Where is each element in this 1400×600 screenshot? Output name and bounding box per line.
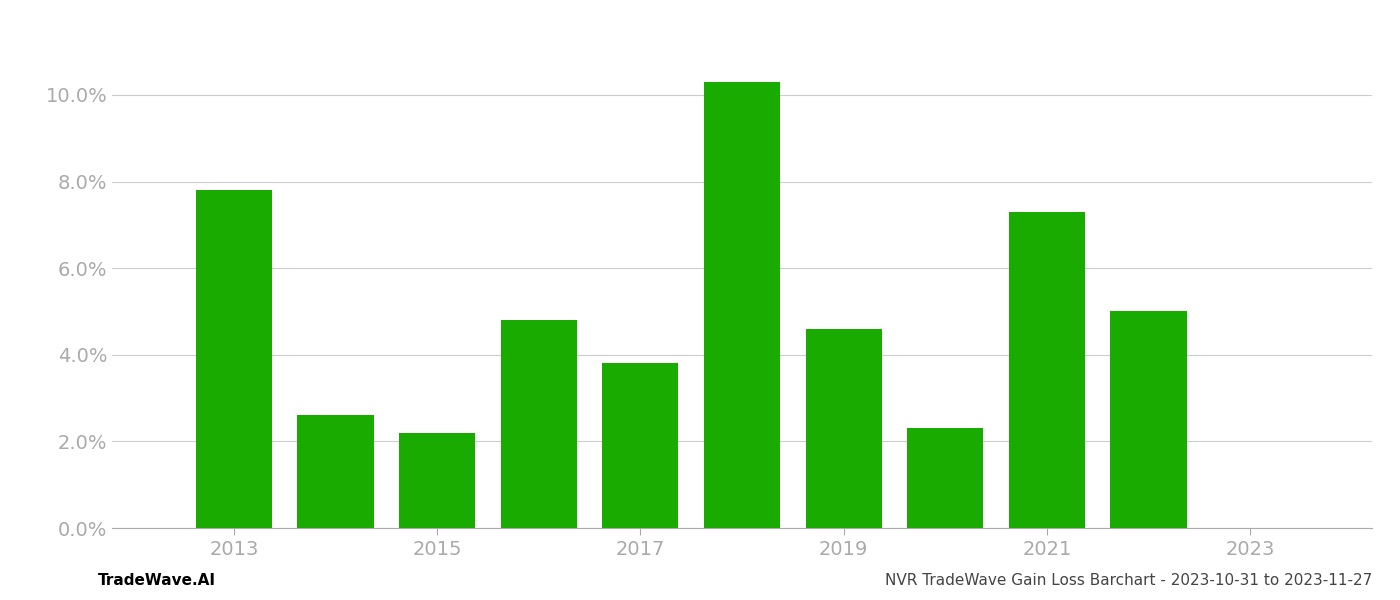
Text: TradeWave.AI: TradeWave.AI <box>98 573 216 588</box>
Text: NVR TradeWave Gain Loss Barchart - 2023-10-31 to 2023-11-27: NVR TradeWave Gain Loss Barchart - 2023-… <box>885 573 1372 588</box>
Bar <box>297 415 374 528</box>
Bar <box>1009 212 1085 528</box>
Bar <box>602 364 679 528</box>
Bar <box>704 82 780 528</box>
Bar <box>501 320 577 528</box>
Bar <box>907 428 983 528</box>
Bar <box>1110 311 1187 528</box>
Bar <box>196 190 272 528</box>
Bar <box>399 433 475 528</box>
Bar <box>805 329 882 528</box>
